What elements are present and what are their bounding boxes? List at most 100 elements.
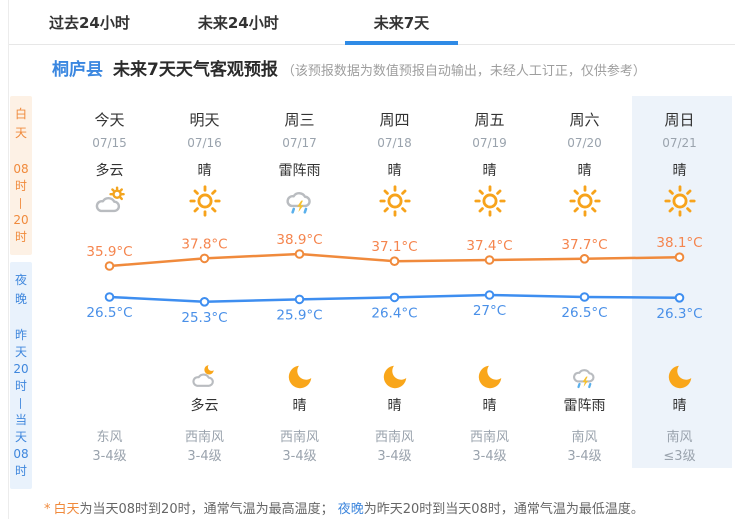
low-temp-value: 25.9°C: [276, 307, 322, 323]
low-temp-point: [389, 292, 400, 303]
forecast-column-header: 今天 07/15: [62, 96, 157, 151]
footnote-day-term: 白天: [53, 502, 80, 517]
night-weather-cell: 多云: [157, 334, 252, 420]
night-weather-label: 雷阵雨: [563, 398, 606, 414]
day-weather-cell: 雷阵雨: [252, 151, 347, 222]
tab-next-24h[interactable]: 未来24小时: [197, 13, 279, 32]
day-weather-cell: 晴: [347, 151, 442, 222]
sidebar-range-segment: 08: [13, 162, 29, 176]
moon-icon: [380, 362, 410, 392]
sun-icon: [663, 184, 697, 218]
high-temp-value: 38.9°C: [276, 232, 322, 248]
wind-cell: 西南风 3-4级: [347, 420, 442, 466]
low-temp-point: [579, 292, 590, 302]
page-title: 未来7天天气客观预报: [113, 60, 278, 80]
night-weather-cell: 雷阵雨: [537, 334, 632, 420]
wind-level: ≤3级: [663, 449, 696, 464]
wind-direction: 西南风: [279, 430, 319, 445]
high-temp-point: [579, 254, 590, 264]
high-temp-value: 37.7°C: [561, 237, 607, 253]
day-date: 07/18: [377, 136, 412, 150]
wind-cell: 南风 3-4级: [537, 420, 632, 466]
day-name: 周三: [284, 111, 315, 129]
sidebar-range-segment: —: [14, 397, 29, 410]
sun-icon: [378, 184, 412, 218]
sidebar-range-segment: 当: [14, 413, 27, 427]
night-weather-cell: 晴: [632, 334, 727, 420]
forecast-content: 白天 08 时 —20 时 夜晚 昨天 20 时 — 当天 08 时 今天 07/15 明天 07…: [9, 96, 735, 489]
night-weather-row: 多云 晴 晴 晴 雷阵雨 晴: [62, 334, 732, 420]
low-temp-value: 26.5°C: [561, 305, 607, 321]
night-weather-label: 晴: [672, 398, 687, 414]
low-temp-point: [294, 294, 305, 305]
forecast-column-header: 明天 07/16: [157, 96, 252, 151]
wind-direction: 西南风: [469, 430, 509, 445]
wind-cell: 西南风 3-4级: [252, 420, 347, 466]
sidebar-range-segment: 时: [14, 179, 27, 193]
sidebar-range-segment: 天: [14, 345, 27, 359]
tab-bar: 过去24小时 未来24小时 未来7天: [9, 0, 735, 45]
sidebar-range-segment: —: [14, 197, 29, 210]
night-weather-cell: 晴: [252, 334, 347, 420]
sidebar-range-segment: 天: [14, 430, 27, 444]
forecast-column-header: 周三 07/17: [252, 96, 347, 151]
sidebar-range-segment: 08: [13, 447, 29, 461]
high-temp-point: [199, 253, 210, 264]
high-temp-value: 37.8°C: [181, 236, 227, 252]
night-weather-label: 晴: [292, 398, 307, 414]
day-weather-row: 多云 晴 雷阵雨 晴 晴 晴 晴: [62, 151, 732, 222]
wind-direction: 西南风: [374, 430, 414, 445]
high-temp-value: 38.1°C: [656, 235, 702, 251]
forecast-table: 今天 07/15 明天 07/16 周三 07/17 周四 07/18 周五 0…: [62, 96, 732, 489]
wind-level: 3-4级: [92, 449, 127, 464]
tab-past-24h[interactable]: 过去24小时: [49, 13, 130, 32]
day-date: 07/20: [567, 136, 602, 150]
sidebar-range-segment: 昨: [14, 328, 27, 342]
footnote: * 白天为当天08时到20时，通常气温为最高温度； 夜晚为昨天20时到当天08时，…: [44, 501, 735, 519]
low-temp-value: 27°C: [473, 303, 506, 319]
low-temp-point: [674, 293, 685, 303]
county-name[interactable]: 桐庐县: [52, 60, 103, 80]
night-weather-label: 晴: [387, 398, 402, 414]
wind-level: 3-4级: [567, 449, 602, 464]
sun-icon: [568, 184, 602, 218]
sidebar-range-segment: 时: [14, 230, 27, 244]
wind-direction: 东风: [96, 430, 123, 445]
high-temp-value: 35.9°C: [86, 244, 132, 260]
day-weather-cell: 晴: [157, 151, 252, 222]
low-temp-value: 25.3°C: [181, 310, 227, 326]
day-weather-cell: 晴: [442, 151, 537, 222]
day-name: 今天: [94, 111, 125, 129]
disclaimer-note: （该预报数据为数值预报自动输出，未经人工订正，仅供参考）: [281, 64, 646, 79]
thunderstorm-icon: [283, 184, 317, 218]
sidebar-range-segment: 20: [13, 362, 29, 376]
day-name: 周四: [379, 111, 410, 129]
weather-forecast-panel: 过去24小时 未来24小时 未来7天 桐庐县 未来7天天气客观预报 （该预报数据为数…: [8, 0, 735, 519]
moon-icon: [665, 362, 695, 392]
wind-level: 3-4级: [282, 449, 317, 464]
day-name: 周日: [664, 111, 695, 129]
sidebar-day-range: 08 时 — 20 时: [13, 161, 28, 246]
wind-cell: 西南风 3-4级: [442, 420, 537, 466]
day-name: 周六: [569, 111, 600, 129]
wind-level: 3-4级: [377, 449, 412, 464]
high-temp-point: [484, 255, 495, 265]
period-sidebar: 白天 08 时 —20 时 夜晚 昨天 20 时 — 当天 08 时: [10, 96, 32, 489]
high-temp-value: 37.1°C: [371, 239, 417, 255]
high-temp-point: [389, 256, 400, 267]
day-weather-label: 雷阵雨: [278, 163, 321, 179]
night-weather-cell: 晴: [442, 334, 537, 420]
forecast-column-header: 周五 07/19: [442, 96, 537, 151]
high-temp-point: [294, 249, 305, 259]
tab-next-7days[interactable]: 未来7天: [344, 13, 459, 45]
low-temp-value: 26.4°C: [371, 305, 417, 321]
low-temp-point: [199, 297, 210, 307]
night-weather-cell: [62, 334, 157, 420]
wind-direction: 南风: [571, 430, 598, 445]
day-name: 周五: [474, 111, 505, 129]
moon-icon: [475, 362, 505, 392]
wind-level: 3-4级: [472, 449, 507, 464]
low-temp-point: [484, 290, 495, 300]
low-temp-value: 26.3°C: [656, 306, 702, 322]
night-weather-label: 晴: [482, 398, 497, 414]
